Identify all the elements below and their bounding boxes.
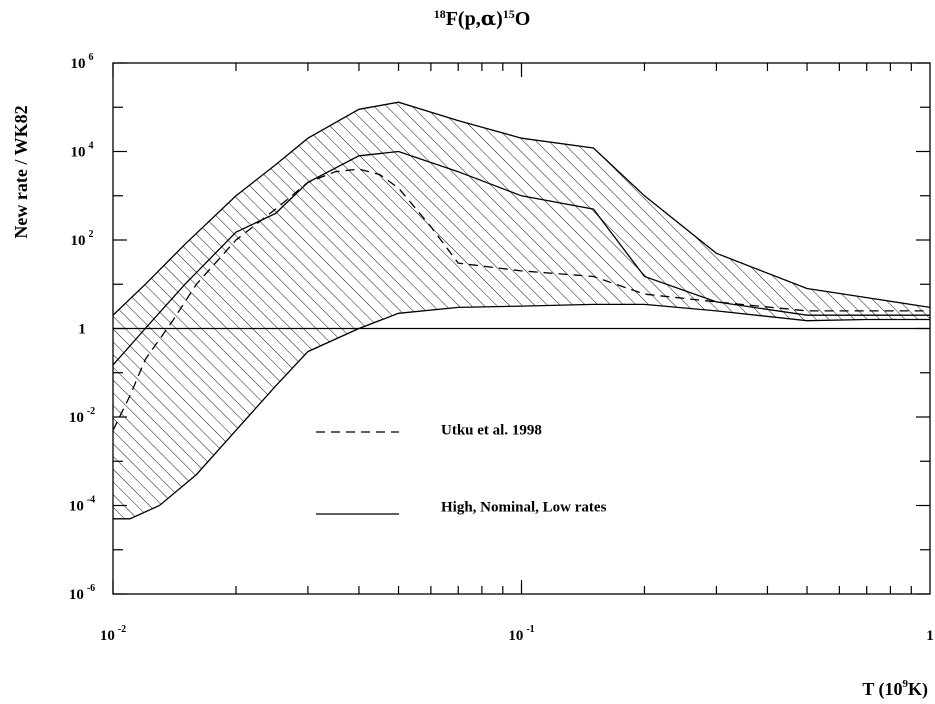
title-close: ) bbox=[496, 8, 503, 30]
x-tick-base: 10 bbox=[100, 628, 115, 644]
title-product: O bbox=[515, 8, 531, 30]
y-tick-exponent: -2 bbox=[87, 406, 95, 417]
x-tick-base: 10 bbox=[508, 628, 523, 644]
y-tick-label: 10 -6 bbox=[69, 583, 95, 603]
y-tick-base: 10 bbox=[71, 145, 86, 161]
series-line-high bbox=[113, 101, 930, 316]
x-label-pre: T (10 bbox=[862, 679, 902, 700]
title-mass-18: 18 bbox=[434, 7, 446, 21]
x-tick-label: 10 -1 bbox=[508, 624, 534, 644]
y-tick-label: 1 bbox=[78, 322, 86, 338]
series-lines bbox=[113, 101, 930, 520]
y-tick-base: 10 bbox=[71, 56, 86, 72]
y-tick-base: 10 bbox=[69, 587, 84, 603]
axes bbox=[112, 62, 931, 595]
y-tick-base: 10 bbox=[69, 410, 84, 426]
series-line-utku-et-al-1998 bbox=[113, 168, 930, 431]
y-tick-exponent: 4 bbox=[89, 141, 94, 152]
chart-title: 18F(p,α)15O bbox=[434, 6, 531, 30]
series-line-nominal bbox=[113, 150, 930, 366]
legend: Utku et al. 1998 High, Nominal, Low rate… bbox=[316, 422, 607, 515]
hatched-band bbox=[113, 102, 930, 519]
title-alpha: α bbox=[481, 6, 496, 30]
y-tick-label: 10 6 bbox=[71, 52, 94, 72]
x-tick-label: 1 bbox=[926, 628, 934, 644]
x-tick-label: 10 -2 bbox=[100, 624, 126, 644]
x-axis-label: T (109K) bbox=[862, 678, 928, 700]
y-tick-exponent: 6 bbox=[89, 52, 94, 63]
y-tick-label: 10 -4 bbox=[69, 495, 95, 515]
title-reaction: F(p, bbox=[446, 8, 481, 30]
y-tick-exponent: 2 bbox=[89, 229, 94, 240]
band-fill bbox=[113, 102, 930, 519]
legend-label-utku: Utku et al. 1998 bbox=[441, 422, 542, 438]
series-line-low bbox=[113, 303, 930, 520]
x-label-post: K) bbox=[908, 679, 928, 700]
y-axis-label: New rate / WK82 bbox=[11, 105, 31, 238]
y-tick-exponent: -6 bbox=[87, 583, 95, 594]
legend-label-rates: High, Nominal, Low rates bbox=[441, 499, 607, 515]
title-mass-15: 15 bbox=[503, 7, 515, 21]
y-tick-base: 10 bbox=[69, 499, 84, 515]
y-tick-label: 10 2 bbox=[71, 229, 94, 249]
x-label-exp: 9 bbox=[903, 678, 909, 690]
y-tick-base: 10 bbox=[71, 233, 86, 249]
y-tick-label: 10 4 bbox=[71, 141, 94, 161]
y-tick-label: 10 -2 bbox=[69, 406, 95, 426]
y-tick-exponent: -4 bbox=[87, 495, 95, 506]
y-tick-base: 1 bbox=[78, 322, 86, 338]
x-tick-exponent: -2 bbox=[118, 624, 126, 635]
x-tick-exponent: -1 bbox=[526, 624, 534, 635]
x-tick-base: 1 bbox=[926, 628, 934, 644]
